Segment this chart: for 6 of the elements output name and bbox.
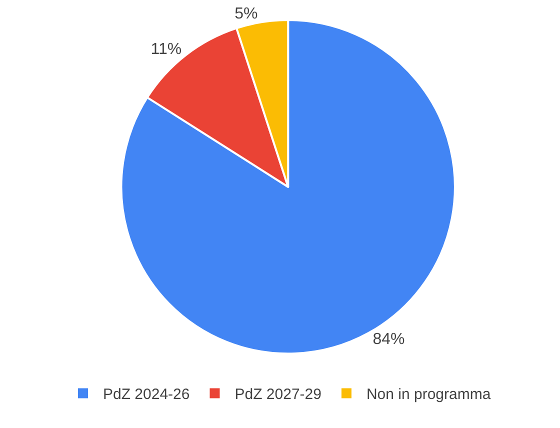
data-label: 84% bbox=[372, 331, 405, 348]
legend-label: PdZ 2024-26 bbox=[103, 386, 190, 404]
data-label: 11% bbox=[150, 41, 182, 58]
legend-label: Non in programma bbox=[366, 386, 492, 404]
legend-label: PdZ 2027-29 bbox=[234, 386, 322, 404]
data-label: 5% bbox=[234, 5, 258, 22]
